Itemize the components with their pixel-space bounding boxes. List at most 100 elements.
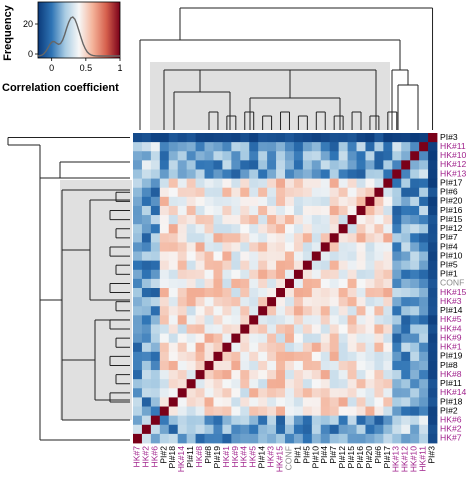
- heatmap-cell: [374, 160, 384, 170]
- heatmap-cell: [213, 379, 223, 389]
- heatmap-cell: [195, 315, 205, 325]
- heatmap-cell: [329, 333, 340, 344]
- heatmap-cell: [249, 233, 259, 243]
- heatmap-cell: [365, 205, 375, 216]
- heatmap-cell: [347, 178, 357, 189]
- heatmap-cell: [141, 215, 152, 225]
- heatmap-cell: [356, 415, 366, 426]
- heatmap-cell: [401, 269, 411, 280]
- heatmap-cell: [347, 160, 357, 170]
- heatmap-cell: [141, 297, 152, 307]
- heatmap-cell: [383, 433, 393, 444]
- heatmap-cell: [177, 306, 188, 316]
- column-label: HK#14: [176, 446, 186, 472]
- heatmap-cell: [213, 397, 223, 407]
- heatmap-cell: [374, 178, 384, 189]
- heatmap-cell: [267, 205, 277, 216]
- heatmap-cell: [329, 169, 340, 179]
- heatmap-cell: [419, 315, 429, 325]
- heatmap-cell: [213, 187, 223, 198]
- heatmap-cell: [320, 406, 331, 417]
- heatmap-cell: [276, 260, 286, 271]
- heatmap-cell: [168, 224, 179, 234]
- row-label: HK#6: [440, 414, 462, 424]
- heatmap-cell: [329, 278, 340, 289]
- heatmap-cell: [311, 151, 322, 161]
- heatmap-cell: [383, 333, 393, 344]
- heatmap-cell: [159, 415, 170, 426]
- heatmap-cell: [213, 278, 223, 289]
- heatmap-cell: [195, 269, 205, 280]
- heatmap-cell: [347, 196, 357, 207]
- heatmap-cell: [276, 233, 286, 243]
- heatmap-cell: [410, 370, 420, 380]
- heatmap-cell: [419, 133, 429, 143]
- heatmap-cell: [383, 142, 393, 152]
- heatmap-cell: [240, 169, 250, 179]
- heatmap-cell: [195, 205, 205, 216]
- heatmap-cell: [267, 233, 277, 243]
- heatmap-cell: [428, 433, 438, 444]
- heatmap-cell: [213, 315, 223, 325]
- heatmap-cell: [267, 388, 277, 398]
- heatmap-cell: [374, 196, 384, 207]
- heatmap-cell: [356, 406, 366, 417]
- heatmap-cell: [347, 351, 357, 362]
- heatmap-cell: [231, 187, 241, 198]
- heatmap-cell: [186, 406, 196, 417]
- heatmap-cell: [347, 433, 357, 444]
- heatmap-cell: [320, 288, 331, 298]
- heatmap-cell: [133, 306, 143, 316]
- heatmap-cell: [177, 269, 188, 280]
- heatmap-cell: [428, 424, 438, 435]
- heatmap-cell: [159, 333, 170, 344]
- heatmap-cell: [338, 342, 348, 353]
- heatmap-cell: [302, 324, 313, 334]
- heatmap-cell: [249, 224, 259, 234]
- heatmap-cell: [293, 169, 304, 179]
- heatmap-cell: [222, 260, 232, 271]
- heatmap-cell: [347, 397, 357, 407]
- heatmap-cell: [302, 433, 313, 444]
- heatmap-cell: [311, 142, 322, 152]
- heatmap-cell: [329, 151, 340, 161]
- heatmap-cell: [338, 333, 348, 344]
- heatmap-cell: [276, 433, 286, 444]
- heatmap-cell: [285, 278, 295, 289]
- heatmap-cell: [392, 315, 402, 325]
- heatmap-cell: [249, 324, 259, 334]
- heatmap-cell: [240, 306, 250, 316]
- heatmap-cell: [186, 324, 196, 334]
- heatmap-cell: [141, 242, 152, 252]
- heatmap-cell: [150, 205, 161, 216]
- heatmap-cell: [419, 351, 429, 362]
- heatmap-cell: [320, 370, 331, 380]
- heatmap-cell: [365, 397, 375, 407]
- heatmap-cell: [410, 187, 420, 198]
- heatmap-cell: [168, 178, 179, 189]
- heatmap-cell: [141, 424, 152, 435]
- heatmap-cell: [311, 342, 322, 353]
- heatmap-cell: [401, 324, 411, 334]
- heatmap-cell: [276, 351, 286, 362]
- heatmap-cell: [204, 169, 214, 179]
- heatmap-cell: [133, 269, 143, 280]
- heatmap-cell: [311, 178, 322, 189]
- heatmap-cell: [150, 169, 161, 179]
- heatmap-cell: [177, 133, 188, 143]
- heatmap-cell: [150, 388, 161, 398]
- heatmap-cell: [258, 233, 268, 243]
- heatmap-cell: [392, 224, 402, 234]
- heatmap-cell: [240, 251, 250, 262]
- heatmap-cell: [311, 205, 322, 216]
- column-label: HK#10: [409, 446, 419, 472]
- heatmap-cell: [401, 251, 411, 262]
- heatmap-cell: [267, 260, 277, 271]
- heatmap-cell: [329, 269, 340, 280]
- heatmap-cell: [177, 351, 188, 362]
- heatmap-cell: [293, 178, 304, 189]
- heatmap-cell: [168, 388, 179, 398]
- heatmap-cell: [419, 306, 429, 316]
- heatmap-cell: [177, 360, 188, 371]
- heatmap-cell: [419, 415, 429, 426]
